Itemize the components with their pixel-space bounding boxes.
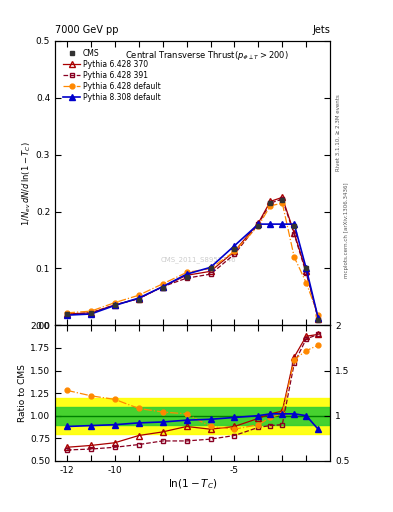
CMS [280, 197, 285, 203]
Pythia 6.428 default [208, 265, 213, 271]
Pythia 6.428 391 [112, 302, 117, 308]
Pythia 8.308 default [304, 265, 309, 271]
Pythia 6.428 default [280, 200, 285, 206]
Pythia 6.428 391 [268, 200, 273, 206]
Line: Pythia 6.428 370: Pythia 6.428 370 [64, 195, 321, 322]
Pythia 6.428 370 [208, 268, 213, 274]
Pythia 6.428 370 [64, 311, 69, 317]
Bar [55, 398, 330, 434]
Pythia 6.428 default [292, 254, 297, 260]
Pythia 6.428 370 [304, 268, 309, 274]
Pythia 6.428 default [184, 269, 189, 275]
Pythia 6.428 391 [88, 310, 93, 316]
CMS [136, 296, 141, 303]
Line: Pythia 6.428 391: Pythia 6.428 391 [64, 197, 321, 321]
Pythia 6.428 391 [292, 231, 297, 238]
Line: Pythia 8.308 default: Pythia 8.308 default [64, 221, 321, 321]
Text: Rivet 3.1.10, ≥ 2.3M events: Rivet 3.1.10, ≥ 2.3M events [336, 95, 341, 172]
Pythia 8.308 default [268, 221, 273, 227]
Pythia 8.308 default [256, 221, 261, 227]
Y-axis label: $1/N_{ev}\,dN/d\,\ln(1-T_C)$: $1/N_{ev}\,dN/d\,\ln(1-T_C)$ [20, 141, 33, 225]
Pythia 6.428 391 [184, 275, 189, 281]
Text: mcplots.cern.ch [arXiv:1306.3436]: mcplots.cern.ch [arXiv:1306.3436] [344, 183, 349, 278]
CMS [268, 200, 273, 206]
CMS [292, 223, 297, 229]
Pythia 8.308 default [232, 243, 237, 249]
Pythia 8.308 default [280, 221, 285, 227]
Pythia 6.428 391 [160, 284, 165, 290]
Pythia 6.428 default [136, 292, 141, 298]
Legend: CMS, Pythia 6.428 370, Pythia 6.428 391, Pythia 6.428 default, Pythia 8.308 defa: CMS, Pythia 6.428 370, Pythia 6.428 391,… [62, 48, 162, 103]
Pythia 6.428 default [112, 300, 117, 306]
Pythia 6.428 391 [232, 251, 237, 258]
CMS [304, 265, 309, 271]
CMS [112, 303, 117, 309]
Text: Central Transverse Thrust$(p_{\#\perp T} > 200)$: Central Transverse Thrust$(p_{\#\perp T}… [125, 50, 288, 62]
Pythia 6.428 default [268, 203, 273, 209]
CMS [256, 223, 261, 229]
CMS [64, 311, 69, 317]
Pythia 6.428 391 [64, 311, 69, 317]
Pythia 6.428 370 [184, 272, 189, 279]
Text: Jets: Jets [312, 25, 330, 35]
Pythia 8.308 default [208, 264, 213, 270]
Pythia 6.428 370 [160, 284, 165, 290]
Line: CMS: CMS [64, 198, 321, 322]
Pythia 6.428 370 [136, 295, 141, 302]
CMS [316, 316, 321, 323]
CMS [184, 274, 189, 280]
Bar [55, 407, 330, 424]
CMS [232, 246, 237, 252]
Pythia 6.428 default [304, 280, 309, 286]
Pythia 6.428 370 [88, 310, 93, 316]
Pythia 6.428 370 [316, 315, 321, 322]
Pythia 6.428 default [160, 281, 165, 287]
Pythia 6.428 370 [268, 198, 273, 204]
X-axis label: $\ln(1-T_C)$: $\ln(1-T_C)$ [168, 477, 217, 491]
Pythia 6.428 default [232, 248, 237, 254]
Pythia 6.428 370 [292, 230, 297, 237]
Pythia 6.428 default [316, 312, 321, 318]
Pythia 8.308 default [112, 303, 117, 309]
Text: 7000 GeV pp: 7000 GeV pp [55, 25, 119, 35]
Y-axis label: Ratio to CMS: Ratio to CMS [18, 364, 27, 422]
Pythia 8.308 default [316, 315, 321, 321]
Pythia 6.428 391 [208, 271, 213, 277]
Pythia 8.308 default [160, 284, 165, 290]
CMS [88, 310, 93, 316]
Pythia 6.428 370 [112, 302, 117, 308]
Pythia 6.428 391 [136, 295, 141, 302]
Pythia 8.308 default [136, 295, 141, 301]
Pythia 6.428 391 [256, 221, 261, 227]
Pythia 8.308 default [64, 312, 69, 318]
Pythia 6.428 370 [280, 195, 285, 201]
Pythia 6.428 default [88, 308, 93, 314]
Pythia 8.308 default [292, 221, 297, 227]
Line: Pythia 6.428 default: Pythia 6.428 default [64, 201, 321, 317]
CMS [208, 265, 213, 271]
Pythia 6.428 default [256, 223, 261, 229]
Pythia 6.428 391 [280, 196, 285, 202]
Pythia 6.428 default [64, 310, 69, 316]
Pythia 6.428 370 [256, 220, 261, 226]
Text: CMS_2011_S8957746: CMS_2011_S8957746 [160, 257, 236, 263]
Pythia 6.428 370 [232, 248, 237, 254]
Pythia 8.308 default [88, 311, 93, 317]
CMS [160, 285, 165, 291]
Pythia 8.308 default [184, 271, 189, 277]
Pythia 6.428 391 [316, 315, 321, 322]
Pythia 6.428 391 [304, 270, 309, 276]
